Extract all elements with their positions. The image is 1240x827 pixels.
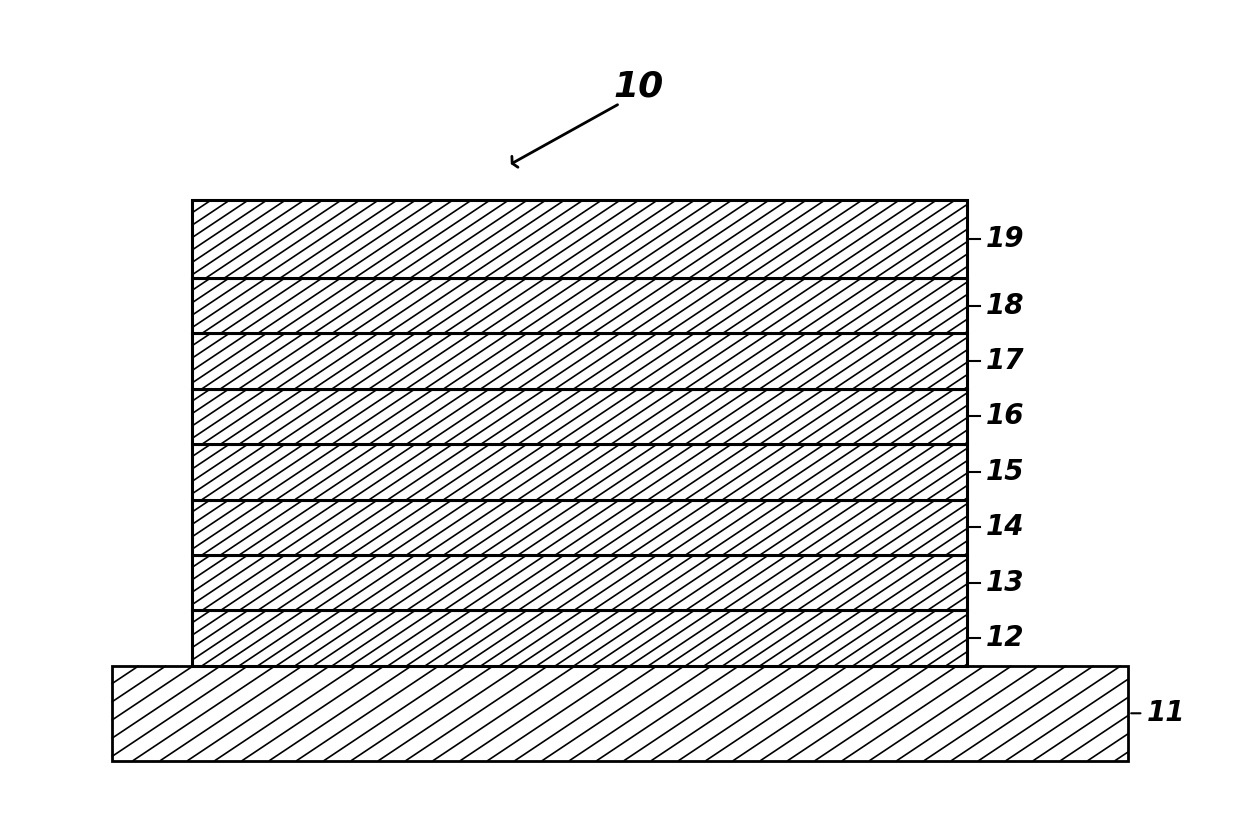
Bar bbox=[192, 610, 967, 666]
Bar bbox=[192, 333, 967, 389]
Text: 14: 14 bbox=[986, 514, 1024, 541]
Text: 15: 15 bbox=[986, 458, 1024, 485]
Bar bbox=[192, 200, 967, 278]
Text: 19: 19 bbox=[986, 225, 1024, 253]
Text: 18: 18 bbox=[986, 292, 1024, 319]
Text: 13: 13 bbox=[986, 569, 1024, 596]
Bar bbox=[192, 444, 967, 500]
Bar bbox=[192, 278, 967, 333]
Text: 10: 10 bbox=[614, 69, 663, 104]
Bar bbox=[192, 555, 967, 610]
Text: 12: 12 bbox=[986, 624, 1024, 652]
Text: 16: 16 bbox=[986, 403, 1024, 430]
Bar bbox=[192, 389, 967, 444]
Bar bbox=[192, 500, 967, 555]
Bar bbox=[112, 666, 1128, 761]
Text: 17: 17 bbox=[986, 347, 1024, 375]
Text: 11: 11 bbox=[1147, 700, 1185, 727]
